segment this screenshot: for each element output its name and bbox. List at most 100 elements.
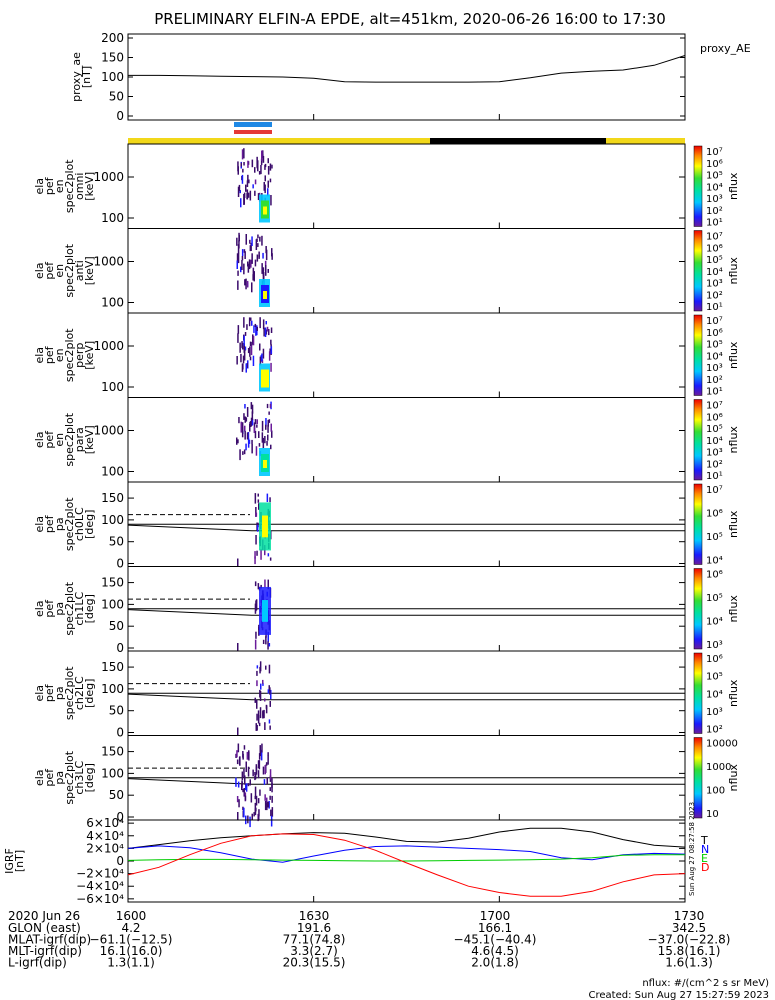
flux-pixel bbox=[245, 417, 248, 422]
y-axis-label-line: spec2plot bbox=[63, 497, 76, 551]
flux-pixel bbox=[266, 797, 268, 805]
flux-pixel bbox=[244, 430, 246, 440]
created-note: Created: Sun Aug 27 15:27:59 2023 bbox=[589, 990, 769, 1000]
flux-pixel bbox=[262, 515, 268, 538]
flux-pixel bbox=[261, 420, 264, 432]
flux-pixel bbox=[264, 579, 266, 588]
colorbar-tick-label: 10⁶ bbox=[706, 570, 723, 581]
flux-pixel bbox=[237, 166, 239, 175]
flux-pixel bbox=[241, 426, 244, 438]
colorbar-label: nflux bbox=[727, 172, 740, 200]
flux-pixel bbox=[256, 424, 258, 428]
flux-pixel bbox=[246, 407, 249, 417]
y-tick-label: 2×10⁴ bbox=[86, 841, 124, 855]
flux-pixel bbox=[255, 764, 258, 772]
colorbar-gradient bbox=[693, 230, 703, 312]
colorbar-tick-label: 10⁴ bbox=[706, 689, 723, 700]
ephemeris-value: 191.6 bbox=[297, 921, 331, 935]
flux-pixel bbox=[240, 353, 242, 363]
flux-pixel bbox=[269, 163, 272, 171]
y-axis-label-line: spec2plot bbox=[63, 328, 76, 382]
colorbar-tick-label: 10⁴ bbox=[706, 351, 723, 362]
colorbar-gradient bbox=[693, 145, 703, 227]
flux-pixel bbox=[271, 248, 273, 257]
flux-pixel bbox=[266, 777, 268, 784]
flux-pixel bbox=[256, 524, 259, 532]
flux-pixel bbox=[264, 184, 266, 194]
flux-pixel bbox=[258, 255, 260, 259]
y-axis-label-line: pa bbox=[53, 517, 66, 531]
colorbar-tick-label: 10¹ bbox=[706, 302, 723, 313]
flux-pixel bbox=[252, 267, 255, 278]
flux-pixel bbox=[248, 317, 251, 327]
flux-pixel bbox=[256, 699, 258, 709]
flux-pixel bbox=[267, 755, 269, 765]
flux-pixel bbox=[243, 769, 245, 778]
flux-pixel bbox=[259, 689, 261, 698]
y-tick-label: 0 bbox=[116, 854, 124, 868]
colorbar-tick-label: 10³ bbox=[706, 448, 723, 459]
flux-pixel bbox=[265, 246, 267, 254]
flux-pixel bbox=[257, 770, 260, 779]
flux-pixel bbox=[257, 243, 259, 247]
colorbar-tick-label: 10⁵ bbox=[706, 255, 723, 266]
flux-pixel bbox=[259, 356, 262, 366]
flux-pixel bbox=[251, 444, 253, 454]
flux-pixel bbox=[236, 356, 238, 365]
flux-pixel bbox=[267, 579, 269, 590]
plot-frame bbox=[127, 397, 686, 483]
flux-pixel bbox=[244, 346, 247, 351]
colorbar-tick-label: 10⁴ bbox=[706, 267, 723, 278]
flux-pixel bbox=[241, 363, 244, 372]
flux-pixel bbox=[246, 180, 249, 187]
flux-pixel bbox=[249, 239, 251, 244]
flux-pixel bbox=[244, 425, 246, 432]
flux-pixel bbox=[257, 798, 260, 804]
flux-pixel bbox=[263, 375, 267, 384]
flux-pixel bbox=[247, 438, 250, 448]
flux-pixel bbox=[256, 724, 258, 731]
flux-pixel bbox=[264, 164, 266, 170]
colorbar-tick-label: 10¹ bbox=[706, 471, 723, 482]
colorbar-tick-label: 1000 bbox=[706, 762, 731, 773]
flux-pixel bbox=[270, 327, 273, 333]
flux-pixel bbox=[257, 499, 260, 503]
flux-pixel bbox=[268, 664, 271, 674]
flux-pixel bbox=[267, 752, 269, 756]
flux-pixel bbox=[239, 190, 241, 194]
colorbar-label: nflux bbox=[727, 426, 740, 454]
flux-pixel bbox=[254, 179, 257, 185]
flux-pixel bbox=[259, 707, 262, 719]
flux-pixel bbox=[258, 443, 261, 447]
flux-pixel bbox=[247, 766, 250, 777]
flux-pixel bbox=[237, 743, 240, 753]
flux-pixel bbox=[245, 363, 247, 373]
y-axis-label-line: pa bbox=[53, 771, 66, 785]
y-axis-label-line: [deg] bbox=[83, 594, 96, 623]
flux-pixel bbox=[253, 271, 255, 282]
colorbar-tick-label: 10⁵ bbox=[706, 593, 723, 604]
flux-pixel bbox=[237, 812, 239, 820]
flux-pixel bbox=[268, 800, 270, 809]
flux-pixel bbox=[269, 687, 271, 695]
flux-pixel bbox=[245, 784, 247, 791]
flux-units-note: nflux: #/(cm^2 s sr MeV) bbox=[642, 978, 769, 989]
flux-pixel bbox=[262, 150, 264, 157]
y-axis-label-line: pef bbox=[43, 345, 56, 364]
ephemeris-value: 15.8(16.1) bbox=[658, 944, 721, 958]
ephemeris-value: 3.3(2.7) bbox=[290, 944, 338, 958]
flux-pixel bbox=[270, 815, 273, 827]
flux-pixel bbox=[251, 159, 254, 168]
flux-pixel bbox=[266, 326, 269, 332]
flux-pixel bbox=[267, 180, 269, 188]
flux-pixel bbox=[245, 761, 247, 772]
y-axis-label-line: ch2LC bbox=[73, 676, 86, 710]
flux-pixel bbox=[254, 493, 257, 504]
flux-pixel bbox=[254, 773, 257, 780]
flux-pixel bbox=[236, 437, 238, 445]
flux-pixel bbox=[242, 355, 245, 364]
sunlight-bar-segment bbox=[606, 138, 685, 144]
y-axis-label-line: spec2plot bbox=[63, 159, 76, 213]
